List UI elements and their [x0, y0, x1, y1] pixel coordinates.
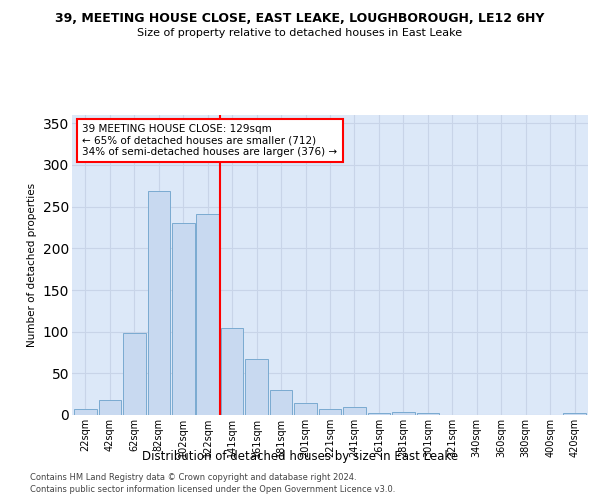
Text: Contains public sector information licensed under the Open Government Licence v3: Contains public sector information licen… [30, 485, 395, 494]
Bar [416, 412, 439, 415]
Text: Contains HM Land Registry data © Crown copyright and database right 2024.: Contains HM Land Registry data © Crown c… [30, 472, 356, 482]
Bar [294, 402, 317, 415]
Bar [196, 214, 219, 415]
Bar [270, 390, 292, 415]
Text: 39, MEETING HOUSE CLOSE, EAST LEAKE, LOUGHBOROUGH, LE12 6HY: 39, MEETING HOUSE CLOSE, EAST LEAKE, LOU… [55, 12, 545, 26]
Bar [221, 328, 244, 415]
Bar [245, 359, 268, 415]
Bar [563, 414, 586, 415]
Bar [392, 412, 415, 415]
Y-axis label: Number of detached properties: Number of detached properties [27, 183, 37, 347]
Text: Distribution of detached houses by size in East Leake: Distribution of detached houses by size … [142, 450, 458, 463]
Bar [319, 409, 341, 415]
Bar [343, 406, 366, 415]
Text: 39 MEETING HOUSE CLOSE: 129sqm
← 65% of detached houses are smaller (712)
34% of: 39 MEETING HOUSE CLOSE: 129sqm ← 65% of … [82, 124, 337, 157]
Bar [123, 332, 146, 415]
Bar [368, 414, 390, 415]
Text: Size of property relative to detached houses in East Leake: Size of property relative to detached ho… [137, 28, 463, 38]
Bar [74, 409, 97, 415]
Bar [172, 222, 194, 415]
Bar [148, 191, 170, 415]
Bar [98, 400, 121, 415]
